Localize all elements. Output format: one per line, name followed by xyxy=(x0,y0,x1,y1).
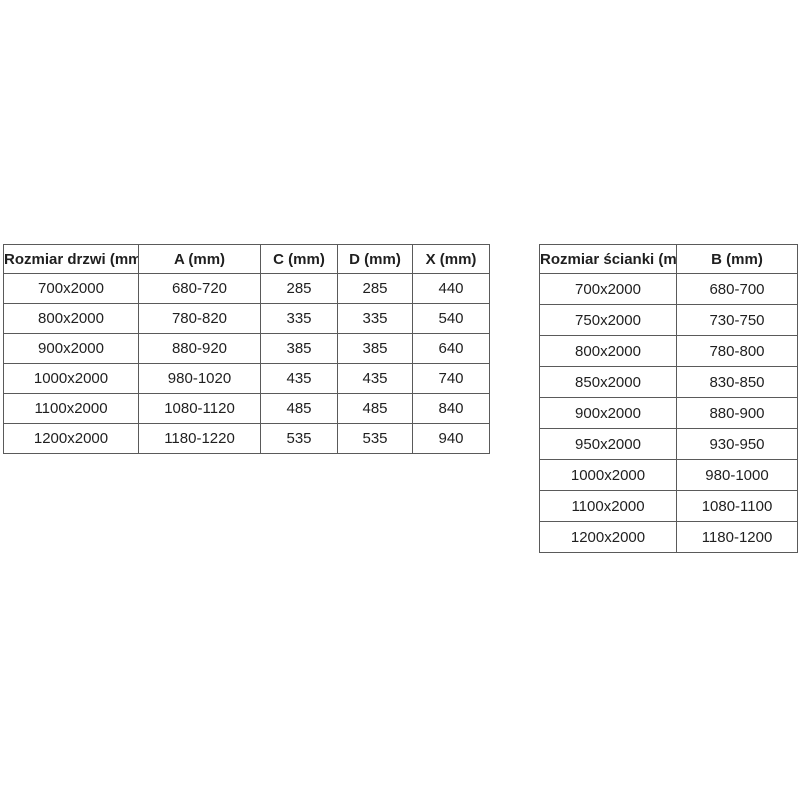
header-cell: Rozmiar drzwi (mm) xyxy=(3,244,139,274)
table-row: 1100x2000 1080-1100 xyxy=(539,490,798,522)
wall-size-table-body: 700x2000 680-700 750x2000 730-750 800x2000 78… xyxy=(539,273,798,553)
table-cell: 1000x2000 xyxy=(3,363,139,394)
table-header-row: Rozmiar drzwi (mm) A (mm) C (mm) D (mm) X (m… xyxy=(3,244,490,274)
table-cell: 700x2000 xyxy=(539,273,677,305)
table-row: 850x2000 830-850 xyxy=(539,366,798,398)
table-row: 800x2000 780-800 xyxy=(539,335,798,367)
table-cell: 385 xyxy=(337,333,413,364)
table-cell: 335 xyxy=(337,303,413,334)
table-row: 1200x2000 1180-1220 535 535 940 xyxy=(3,423,490,454)
table-cell: 1080-1100 xyxy=(676,490,798,522)
table-cell: 1100x2000 xyxy=(3,393,139,424)
table-cell: 750x2000 xyxy=(539,304,677,336)
table-cell: 1200x2000 xyxy=(539,521,677,553)
table-cell: 385 xyxy=(260,333,338,364)
table-cell: 740 xyxy=(412,363,490,394)
table-cell: 435 xyxy=(337,363,413,394)
table-cell: 485 xyxy=(337,393,413,424)
table-row: 800x2000 780-820 335 335 540 xyxy=(3,303,490,334)
header-cell: X (mm) xyxy=(412,244,490,274)
table-cell: 780-800 xyxy=(676,335,798,367)
table-cell: 640 xyxy=(412,333,490,364)
table-cell: 780-820 xyxy=(138,303,261,334)
table-cell: 680-720 xyxy=(138,273,261,304)
table-cell: 940 xyxy=(412,423,490,454)
table-cell: 840 xyxy=(412,393,490,424)
table-cell: 700x2000 xyxy=(3,273,139,304)
wall-size-table-header: Rozmiar ścianki (mm)B (mm) xyxy=(539,244,798,274)
table-cell: 980-1000 xyxy=(676,459,798,491)
table-cell: 1180-1220 xyxy=(138,423,261,454)
table-row: 900x2000 880-920 385 385 640 xyxy=(3,333,490,364)
table-row: 700x2000 680-700 xyxy=(539,273,798,305)
table-cell: 1180-1200 xyxy=(676,521,798,553)
table-cell: 1100x2000 xyxy=(539,490,677,522)
table-row: 1000x2000 980-1020 435 435 740 xyxy=(3,363,490,394)
table-row: 900x2000 880-900 xyxy=(539,397,798,429)
table-cell: 930-950 xyxy=(676,428,798,460)
table-cell: 1000x2000 xyxy=(539,459,677,491)
table-row: 950x2000 930-950 xyxy=(539,428,798,460)
door-size-table: Rozmiar drzwi (mm) A (mm) C (mm) D (mm) X (m… xyxy=(3,244,490,454)
table-row: 750x2000 730-750 xyxy=(539,304,798,336)
table-cell: 980-1020 xyxy=(138,363,261,394)
table-row: 1000x2000 980-1000 xyxy=(539,459,798,491)
table-cell: 285 xyxy=(337,273,413,304)
table-row: 1200x2000 1180-1200 xyxy=(539,521,798,553)
table-cell: 435 xyxy=(260,363,338,394)
door-size-table-header: Rozmiar drzwi (mm) A (mm) C (mm) D (mm) X (m… xyxy=(3,244,490,274)
table-row: 700x2000 680-720 285 285 440 xyxy=(3,273,490,304)
door-size-table-body: 700x2000 680-720 285 285 440 800x2000 780-820 3… xyxy=(3,273,490,454)
table-cell: 335 xyxy=(260,303,338,334)
table-header-row: Rozmiar ścianki (mm)B (mm) xyxy=(539,244,798,274)
header-cell: D (mm) xyxy=(337,244,413,274)
table-row: 1100x2000 1080-1120 485 485 840 xyxy=(3,393,490,424)
table-cell: 880-920 xyxy=(138,333,261,364)
header-cell: B (mm) xyxy=(676,244,798,274)
table-cell: 535 xyxy=(337,423,413,454)
wall-size-table: Rozmiar ścianki (mm)B (mm) 700x2000680-7… xyxy=(539,244,798,553)
table-cell: 830-850 xyxy=(676,366,798,398)
table-cell: 440 xyxy=(412,273,490,304)
table-cell: 535 xyxy=(260,423,338,454)
table-cell: 950x2000 xyxy=(539,428,677,460)
table-cell: 800x2000 xyxy=(539,335,677,367)
table-cell: 285 xyxy=(260,273,338,304)
table-cell: 485 xyxy=(260,393,338,424)
table-cell: 540 xyxy=(412,303,490,334)
table-cell: 900x2000 xyxy=(3,333,139,364)
table-cell: 1200x2000 xyxy=(3,423,139,454)
header-cell: A (mm) xyxy=(138,244,261,274)
table-cell: 730-750 xyxy=(676,304,798,336)
header-cell: C (mm) xyxy=(260,244,338,274)
table-cell: 900x2000 xyxy=(539,397,677,429)
header-cell: Rozmiar ścianki (mm) xyxy=(539,244,677,274)
table-cell: 800x2000 xyxy=(3,303,139,334)
table-cell: 880-900 xyxy=(676,397,798,429)
table-cell: 680-700 xyxy=(676,273,798,305)
table-cell: 850x2000 xyxy=(539,366,677,398)
table-cell: 1080-1120 xyxy=(138,393,261,424)
